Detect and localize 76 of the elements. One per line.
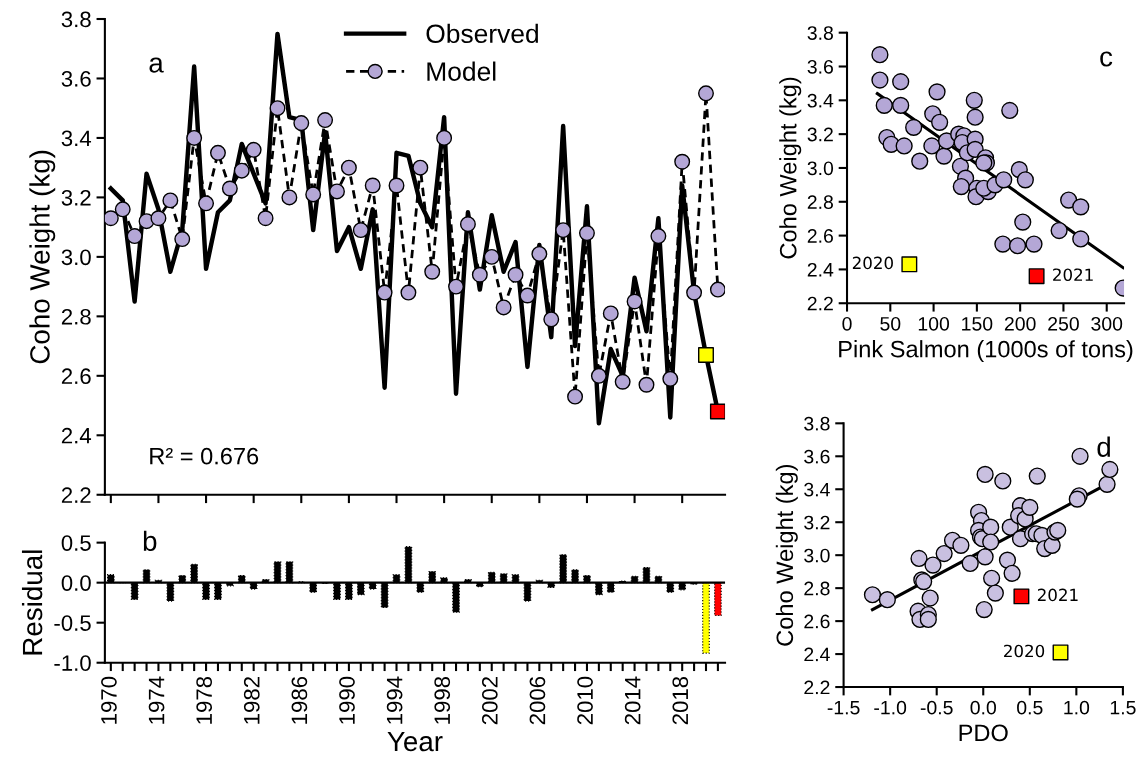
annotation: d	[1097, 436, 1110, 457]
x-tick-label: 0	[842, 316, 852, 331]
x-tick-label: 1970	[101, 676, 117, 724]
y-tick-label: 2.2	[807, 296, 833, 311]
x-tick-label: 100	[918, 316, 950, 331]
annotation: 2020	[852, 256, 893, 270]
y-tick-label: 3.0	[804, 548, 830, 563]
y-tick-label: 3.2	[807, 127, 833, 142]
y-tick-label: 0.5	[61, 535, 91, 551]
annotation: 2020	[1004, 644, 1045, 658]
x-axis-title: Pink Salmon (1000s of tons)	[839, 340, 1133, 363]
y-tick-label: 3.6	[804, 449, 830, 464]
y-axis-title: Coho Weight (kg)	[29, 150, 56, 364]
x-tick-label: 50	[880, 316, 901, 331]
x-tick-label: 0.5	[1017, 700, 1043, 715]
y-tick-label: -0.5	[54, 615, 91, 631]
x-tick-label: 2018	[672, 676, 689, 725]
x-tick-label: 200	[1004, 316, 1036, 331]
x-tick-label: 1998	[434, 676, 451, 724]
y-tick-label: 0.0	[61, 575, 91, 591]
y-tick-label: 3.0	[807, 161, 834, 176]
x-tick-label: 1.5	[1110, 700, 1136, 715]
y-axis-title: Coho Weight (kg)	[775, 464, 798, 646]
legend-label: Observed	[426, 23, 538, 44]
x-tick-label: 1982	[243, 677, 260, 724]
y-tick-label: 3.6	[807, 59, 833, 74]
x-tick-label: 2006	[529, 676, 546, 725]
x-tick-label: 250	[1048, 316, 1079, 331]
y-tick-label: 2.6	[807, 229, 833, 243]
annotation: c	[1100, 51, 1113, 67]
x-tick-label: 1974	[148, 676, 165, 724]
y-tick-label: 2.6	[61, 368, 91, 385]
x-tick-label: 1986	[291, 676, 308, 724]
x-axis-title: Year	[387, 731, 443, 752]
y-tick-label: 2.4	[804, 647, 830, 662]
x-tick-label: -1.5	[827, 700, 860, 715]
annotation: 2021	[1053, 268, 1093, 282]
x-tick-label: 0.0	[970, 700, 997, 715]
y-tick-label: 2.8	[807, 195, 833, 210]
annotation: R² = 0.676	[150, 447, 259, 465]
x-tick-label: -1.0	[874, 700, 907, 715]
y-tick-label: 3.8	[804, 416, 830, 431]
y-tick-label: 3.4	[807, 93, 834, 108]
y-tick-label: 3.4	[61, 130, 92, 147]
y-tick-label: 3.4	[804, 482, 830, 497]
x-tick-label: 1990	[339, 676, 355, 724]
y-tick-label: 3.0	[61, 249, 91, 266]
x-tick-label: 2002	[481, 677, 498, 725]
y-tick-label: -1.0	[54, 655, 91, 671]
y-tick-label: 2.2	[804, 680, 830, 695]
x-tick-label: 150	[962, 316, 993, 331]
x-tick-label: 2010	[577, 676, 593, 725]
y-axis-title: Coho Weight (kg)	[779, 77, 802, 259]
x-axis-title: PDO	[959, 724, 1008, 742]
x-tick-label: -0.5	[920, 700, 953, 715]
y-tick-label: 2.2	[61, 487, 91, 503]
annotation: b	[143, 530, 157, 552]
y-tick-label: 3.6	[61, 71, 91, 87]
y-axis-title: Residual	[21, 550, 43, 655]
y-tick-label: 3.2	[61, 189, 91, 206]
x-tick-label: 2014	[624, 676, 641, 725]
y-tick-label: 2.4	[61, 427, 92, 444]
x-tick-label: 1978	[196, 676, 213, 724]
y-tick-label: 2.8	[61, 308, 91, 325]
y-tick-label: 2.6	[804, 614, 830, 629]
y-tick-label: 2.4	[807, 262, 834, 277]
y-tick-label: 3.2	[804, 515, 830, 530]
y-tick-label: 2.8	[804, 581, 830, 596]
x-tick-label: 300	[1091, 316, 1123, 331]
annotation: a	[149, 57, 164, 73]
annotation: 2021	[1037, 588, 1078, 602]
y-tick-label: 3.8	[61, 11, 91, 28]
y-tick-label: 3.8	[807, 26, 833, 40]
x-tick-label: 1.0	[1064, 700, 1090, 715]
legend-label: Model	[427, 61, 496, 81]
x-tick-label: 1994	[386, 676, 403, 724]
